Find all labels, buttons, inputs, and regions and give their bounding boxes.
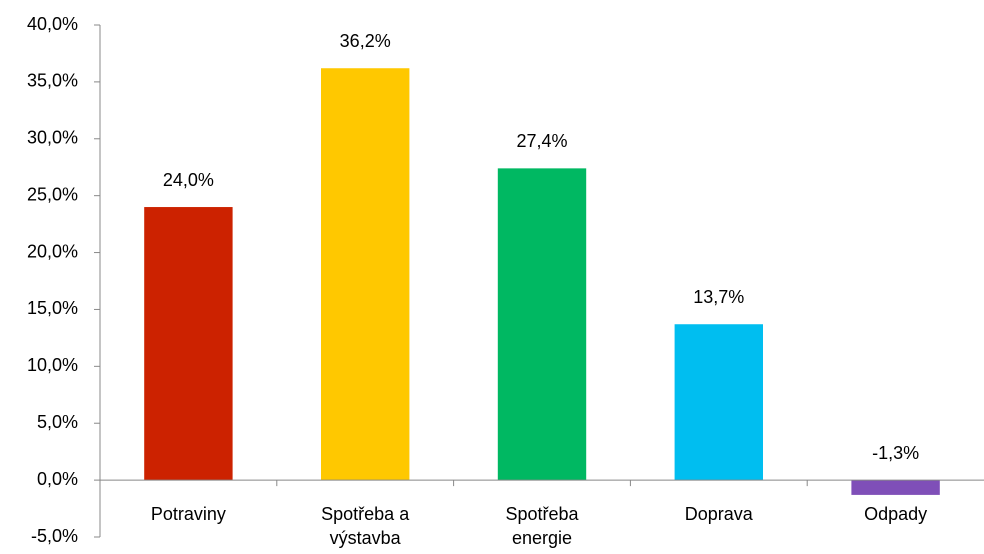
y-tick-label: 35,0% [27, 71, 78, 91]
y-tick-label: 30,0% [27, 128, 78, 148]
y-tick-label: -5,0% [31, 526, 78, 546]
y-tick-label: 40,0% [27, 14, 78, 34]
y-tick-label: 5,0% [37, 412, 78, 432]
value-label: 24,0% [163, 170, 214, 190]
x-tick-label: Potraviny [150, 504, 226, 525]
bar [674, 324, 763, 481]
y-tick-label: 15,0% [27, 298, 78, 318]
x-tick-label: Spotřeba energie [505, 504, 579, 549]
x-tick-label: Odpady [864, 504, 928, 525]
y-tick-label: 10,0% [27, 355, 78, 375]
bar [321, 68, 410, 481]
bar [497, 168, 587, 481]
y-tick-label: 25,0% [27, 184, 78, 204]
value-label: 27,4% [516, 131, 567, 151]
bar [144, 207, 233, 481]
y-tick-label: 0,0% [37, 469, 78, 489]
value-label: -1,3% [872, 443, 919, 463]
x-tick-label: Doprava [684, 504, 753, 525]
value-label: 36,2% [340, 31, 391, 51]
bar [851, 480, 940, 495]
value-label: 13,7% [693, 287, 744, 307]
y-tick-label: 20,0% [27, 241, 78, 261]
x-tick-label: Spotřeba a výstavba [321, 504, 410, 549]
